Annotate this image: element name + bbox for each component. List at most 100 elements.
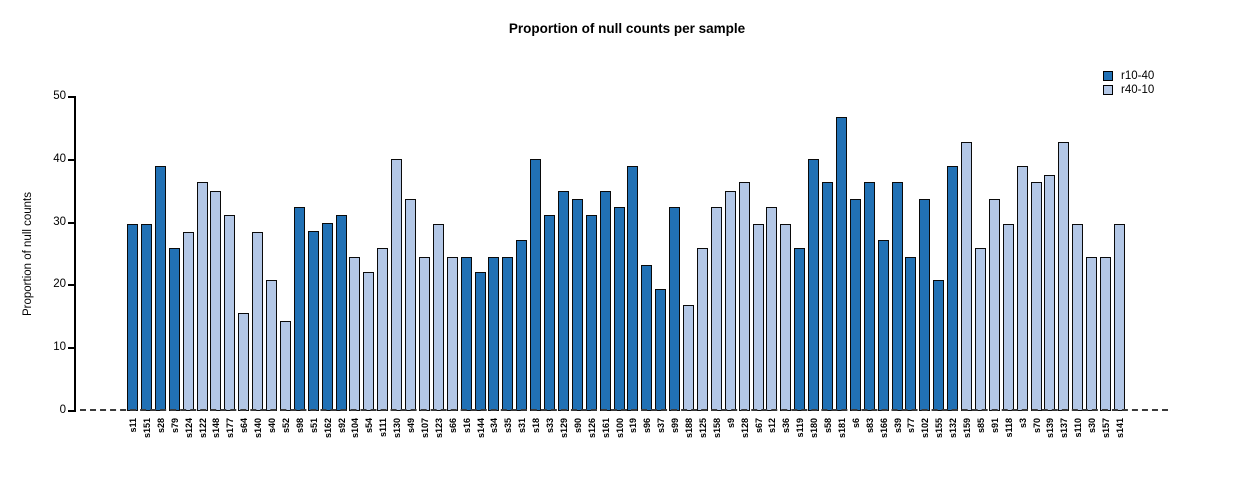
legend-label: r10-40 [1121,70,1155,82]
bar [794,247,806,411]
bar [293,206,305,411]
y-tick-label: 10 [53,341,66,354]
bar [446,257,458,411]
bar [530,158,542,411]
bar [210,191,222,411]
y-tick-mark [68,221,75,224]
bar [822,182,833,411]
x-tick-label: s66 [447,418,458,434]
chart-title: Proportion of null counts per sample [508,21,746,36]
bar [738,182,750,411]
x-tick-label: s12 [767,418,778,434]
bar [502,257,514,411]
x-tick-label: s132 [948,418,959,439]
x-tick-label: s125 [697,418,708,439]
bar [252,232,264,411]
x-tick-label: s158 [711,418,722,439]
bar [377,247,389,411]
x-tick-label: s52 [280,418,291,434]
bar [933,280,945,411]
legend-row: r10-40 [1103,70,1154,82]
bar [557,191,569,411]
bar [1086,257,1098,411]
x-tick-label: s157 [1101,418,1111,439]
x-tick-label: s34 [489,418,500,434]
legend-row: r40-10 [1103,84,1154,96]
bar [905,257,917,411]
bar [349,257,361,411]
bar [224,215,236,411]
x-tick-label: s37 [656,418,667,434]
bar [238,313,250,411]
x-tick-label: s180 [809,418,820,439]
x-tick-label: s36 [781,418,792,434]
bar [140,223,152,411]
x-tick-label: s161 [600,418,611,439]
bar [1113,223,1125,411]
bar [752,223,764,411]
bar [627,166,639,411]
bar [418,257,430,411]
x-tick-label: s79 [169,418,180,434]
x-tick-label: s181 [836,418,847,439]
bar [335,215,347,411]
x-tick-label: s159 [962,418,972,439]
bar [168,247,180,411]
bar [321,223,333,411]
y-tick-label: 50 [53,90,66,102]
bar [432,223,444,411]
x-tick-label: s104 [350,418,361,439]
x-tick-label: s110 [1073,418,1084,438]
bar [919,198,931,411]
y-tick-mark [68,284,75,287]
bar [641,264,653,411]
bar [683,304,694,411]
x-tick-label: s177 [225,418,236,439]
bar [1016,166,1028,411]
y-tick-label: 40 [53,152,66,165]
x-tick-label: s166 [878,418,889,439]
bar [266,280,277,411]
x-tick-label: s155 [934,418,945,439]
bar [1100,257,1111,411]
y-tick-mark [68,347,75,350]
bar [1072,223,1084,411]
x-tick-label: s100 [614,418,625,439]
x-tick-label: s98 [294,418,305,434]
x-tick-label: s128 [739,418,750,439]
y-tick-label: 0 [59,404,66,416]
bar [835,117,847,411]
bar [474,272,486,411]
legend-swatch [1103,71,1113,81]
bar [488,257,500,411]
bar [724,191,736,411]
x-tick-label: s107 [419,418,430,439]
x-tick-label: s3 [1017,418,1028,429]
x-tick-label: s92 [336,418,347,434]
bar [1044,174,1056,411]
legend-label: r40-10 [1121,84,1155,96]
bar [877,239,889,411]
bar [891,182,903,411]
x-tick-label: s39 [892,418,903,434]
x-tick-label: s85 [975,418,986,434]
x-tick-label: s35 [503,418,514,434]
x-tick-label: s139 [1045,418,1056,439]
bar [154,166,166,411]
bar [460,257,472,411]
x-tick-label: s31 [517,418,528,434]
y-axis-title: Proportion of null counts [22,191,34,317]
bar [669,206,681,411]
bar [196,182,208,411]
x-tick-label: s118 [1003,418,1014,438]
legend-swatch [1103,85,1113,95]
bar [947,166,959,411]
bar [710,206,722,411]
zero-baseline [80,409,1168,411]
x-tick-label: s122 [197,418,208,439]
x-tick-label: s151 [141,418,152,439]
x-tick-label: s9 [725,418,736,429]
x-tick-label: s123 [433,418,444,439]
bar [1030,182,1042,411]
